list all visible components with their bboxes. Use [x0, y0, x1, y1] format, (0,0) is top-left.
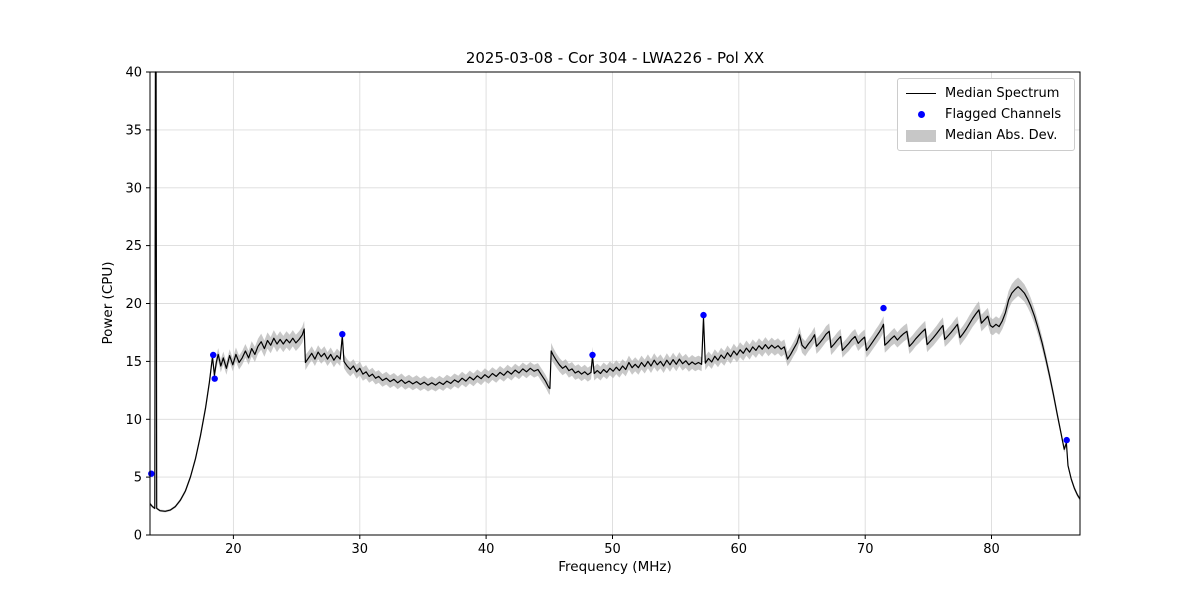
y-tick-label: 35: [125, 123, 142, 138]
flagged-channel-dot: [589, 351, 596, 359]
band-sample: [906, 129, 936, 142]
x-tick-label: 70: [857, 542, 874, 557]
y-tick-label: 5: [134, 471, 142, 486]
x-tick-label: 60: [731, 542, 748, 557]
x-tick-label: 20: [225, 542, 242, 557]
plot-title: 2025-03-08 - Cor 304 - LWA226 - Pol XX: [465, 49, 765, 67]
x-tick-label: 40: [478, 542, 495, 557]
legend-label-flagged-channels: Flagged Channels: [945, 107, 1062, 122]
y-tick-label: 20: [125, 297, 142, 312]
x-tick-label: 50: [604, 542, 621, 557]
x-tick-label: 80: [983, 542, 1000, 557]
legend: Median Spectrum Flagged Channels Median …: [897, 78, 1075, 151]
legend-label-median-abs-dev: Median Abs. Dev.: [945, 128, 1058, 143]
legend-item-flagged-channels: Flagged Channels: [906, 108, 1066, 121]
y-tick-label: 25: [125, 239, 142, 254]
flagged-channel-dot: [1063, 436, 1070, 444]
median-spectrum-line: [149, 71, 1081, 512]
flagged-channel-dot: [148, 470, 155, 477]
flagged-dot-sample: [906, 111, 936, 118]
y-tick-label: 40: [125, 66, 142, 81]
x-axis-label: Frequency (MHz): [558, 559, 672, 575]
median-line-sample: [906, 93, 936, 94]
y-tick-label: 0: [134, 529, 142, 544]
band-glyph-icon: [906, 129, 936, 142]
flagged-channel-dot: [210, 351, 217, 359]
y-tick-label: 10: [125, 413, 142, 428]
legend-item-median-spectrum: Median Spectrum: [906, 87, 1066, 100]
flagged-channel-dot: [880, 304, 887, 312]
flagged-channel-dot: [339, 331, 346, 338]
y-axis-label: Power (CPU): [100, 261, 116, 345]
legend-item-median-abs-dev: Median Abs. Dev.: [906, 129, 1066, 142]
flagged-channel-dot: [700, 311, 707, 319]
line-glyph-icon: [906, 93, 936, 94]
flagged-channel-dot: [211, 375, 218, 382]
legend-label-median-spectrum: Median Spectrum: [945, 86, 1060, 101]
y-tick-label: 30: [125, 181, 142, 196]
y-tick-label: 15: [125, 355, 142, 370]
x-tick-label: 30: [352, 542, 369, 557]
dot-glyph-icon: [917, 111, 925, 118]
